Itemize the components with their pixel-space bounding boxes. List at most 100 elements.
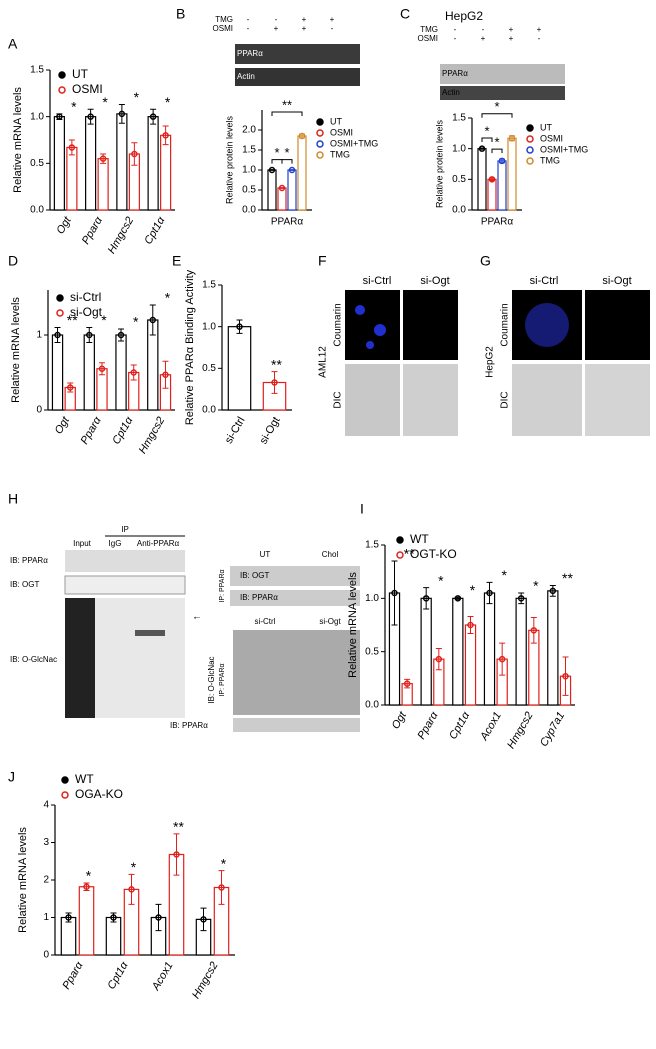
- bar: [464, 624, 477, 706]
- sign: -: [331, 24, 334, 33]
- legend-marker: [316, 118, 324, 126]
- lane-label: Anti-PPARα: [137, 539, 180, 548]
- significance: *: [101, 312, 107, 328]
- legend-marker: [316, 129, 324, 137]
- sign: -: [482, 25, 485, 34]
- bar: [147, 116, 159, 211]
- panel-letter: A: [8, 36, 18, 52]
- band-label: PPARα: [237, 49, 263, 58]
- y-tick-label: 3: [43, 837, 49, 848]
- bar: [420, 597, 432, 706]
- dic-image: [585, 364, 650, 436]
- dic-image: [512, 364, 582, 436]
- error-bar: [128, 873, 135, 905]
- x-tick-label: Pparα: [80, 214, 106, 246]
- column-label: si-Ctrl: [530, 275, 559, 287]
- blot-image: [64, 575, 186, 595]
- data-point: [278, 184, 286, 192]
- blot-image: [233, 630, 360, 715]
- legend-label: WT: [75, 772, 94, 786]
- error-bar: [54, 327, 61, 343]
- y-tick-label: 2: [43, 875, 49, 886]
- bracket: [481, 113, 513, 118]
- data-point: [271, 379, 278, 386]
- data-point: [173, 851, 180, 858]
- data-point: [98, 365, 106, 372]
- y-tick-label: 0.5: [365, 646, 379, 657]
- data-point: [508, 134, 516, 142]
- x-tick-label: Ogt: [54, 214, 74, 236]
- x-tick-label: Cpt1α: [447, 709, 473, 741]
- y-tick-label: 1.5: [202, 280, 216, 291]
- panel-letter: D: [8, 253, 18, 269]
- x-tick-label: Cyp7a1: [538, 710, 567, 749]
- significance: *: [438, 572, 444, 588]
- row-label: TMG: [215, 15, 233, 24]
- panel-letter: J: [8, 769, 15, 785]
- y-tick-label: 1.0: [30, 111, 44, 122]
- group-label: Chol: [322, 550, 339, 559]
- column-label: si-Ogt: [420, 275, 449, 287]
- data-point: [454, 595, 462, 602]
- legend-marker: [526, 124, 534, 132]
- sign: -: [538, 34, 541, 43]
- bar: [83, 334, 95, 411]
- legend-label: si-Ctrl: [70, 290, 101, 304]
- legend-marker: [316, 140, 324, 148]
- x-tick-label: Ogt: [53, 414, 73, 436]
- data-point: [162, 132, 169, 139]
- bar: [287, 169, 297, 211]
- y-tick-label: 0: [43, 950, 49, 961]
- y-axis-label: Relative PPARα Binding Activity: [184, 269, 196, 425]
- data-point: [422, 595, 430, 602]
- bracket: [281, 159, 293, 164]
- blot-image: [440, 86, 565, 100]
- error-bar: [130, 364, 137, 381]
- y-axis-label: Relative mRNA levels: [12, 87, 24, 193]
- legend-marker: [61, 776, 69, 784]
- data-point: [54, 331, 61, 339]
- significance: **: [562, 570, 573, 586]
- significance: **: [67, 312, 78, 328]
- y-tick-label: 0.0: [365, 700, 379, 711]
- cell-label: HepG2: [485, 346, 496, 378]
- y-tick-label: 0.5: [452, 174, 466, 185]
- x-tick-label: Pparα: [79, 414, 105, 446]
- y-tick-label: 1: [43, 912, 49, 923]
- error-bar: [271, 371, 278, 394]
- bar: [66, 146, 78, 211]
- data-point: [110, 914, 117, 921]
- data-point: [268, 166, 276, 174]
- legend-label: OSMI: [540, 133, 563, 143]
- column-label: si-Ctrl: [363, 275, 392, 287]
- legend-label: si-Ogt: [70, 305, 103, 319]
- significance: *: [131, 859, 137, 875]
- error-bar: [68, 139, 75, 156]
- x-tick-label: Cpt1α: [105, 959, 131, 991]
- group-label: si-Ogt: [319, 617, 341, 626]
- bracket: [481, 137, 493, 143]
- significance: **: [173, 819, 184, 835]
- error-bar: [149, 304, 156, 336]
- row-label: OSMI: [213, 24, 233, 33]
- bar: [97, 158, 109, 211]
- sign: +: [509, 34, 514, 43]
- fluorescence-image: [585, 290, 650, 360]
- y-axis-label: Relative mRNA levels: [10, 297, 22, 403]
- y-tick-label: 0.0: [202, 405, 216, 416]
- row-label: OSMI: [418, 34, 438, 43]
- y-axis-label: Relative mRNA levels: [17, 827, 29, 933]
- significance: *: [221, 855, 227, 871]
- error-bar: [162, 125, 169, 146]
- data-point: [467, 621, 474, 629]
- data-point: [530, 627, 538, 634]
- blot-label: IB: OGT: [10, 580, 39, 589]
- y-tick-label: 0.5: [202, 363, 216, 374]
- sign: +: [509, 25, 514, 34]
- error-bar: [518, 592, 525, 605]
- significance: **: [282, 97, 292, 112]
- sign: -: [247, 24, 250, 33]
- legend-marker: [56, 309, 64, 317]
- bar: [515, 597, 527, 706]
- legend-label: OGA-KO: [75, 787, 123, 801]
